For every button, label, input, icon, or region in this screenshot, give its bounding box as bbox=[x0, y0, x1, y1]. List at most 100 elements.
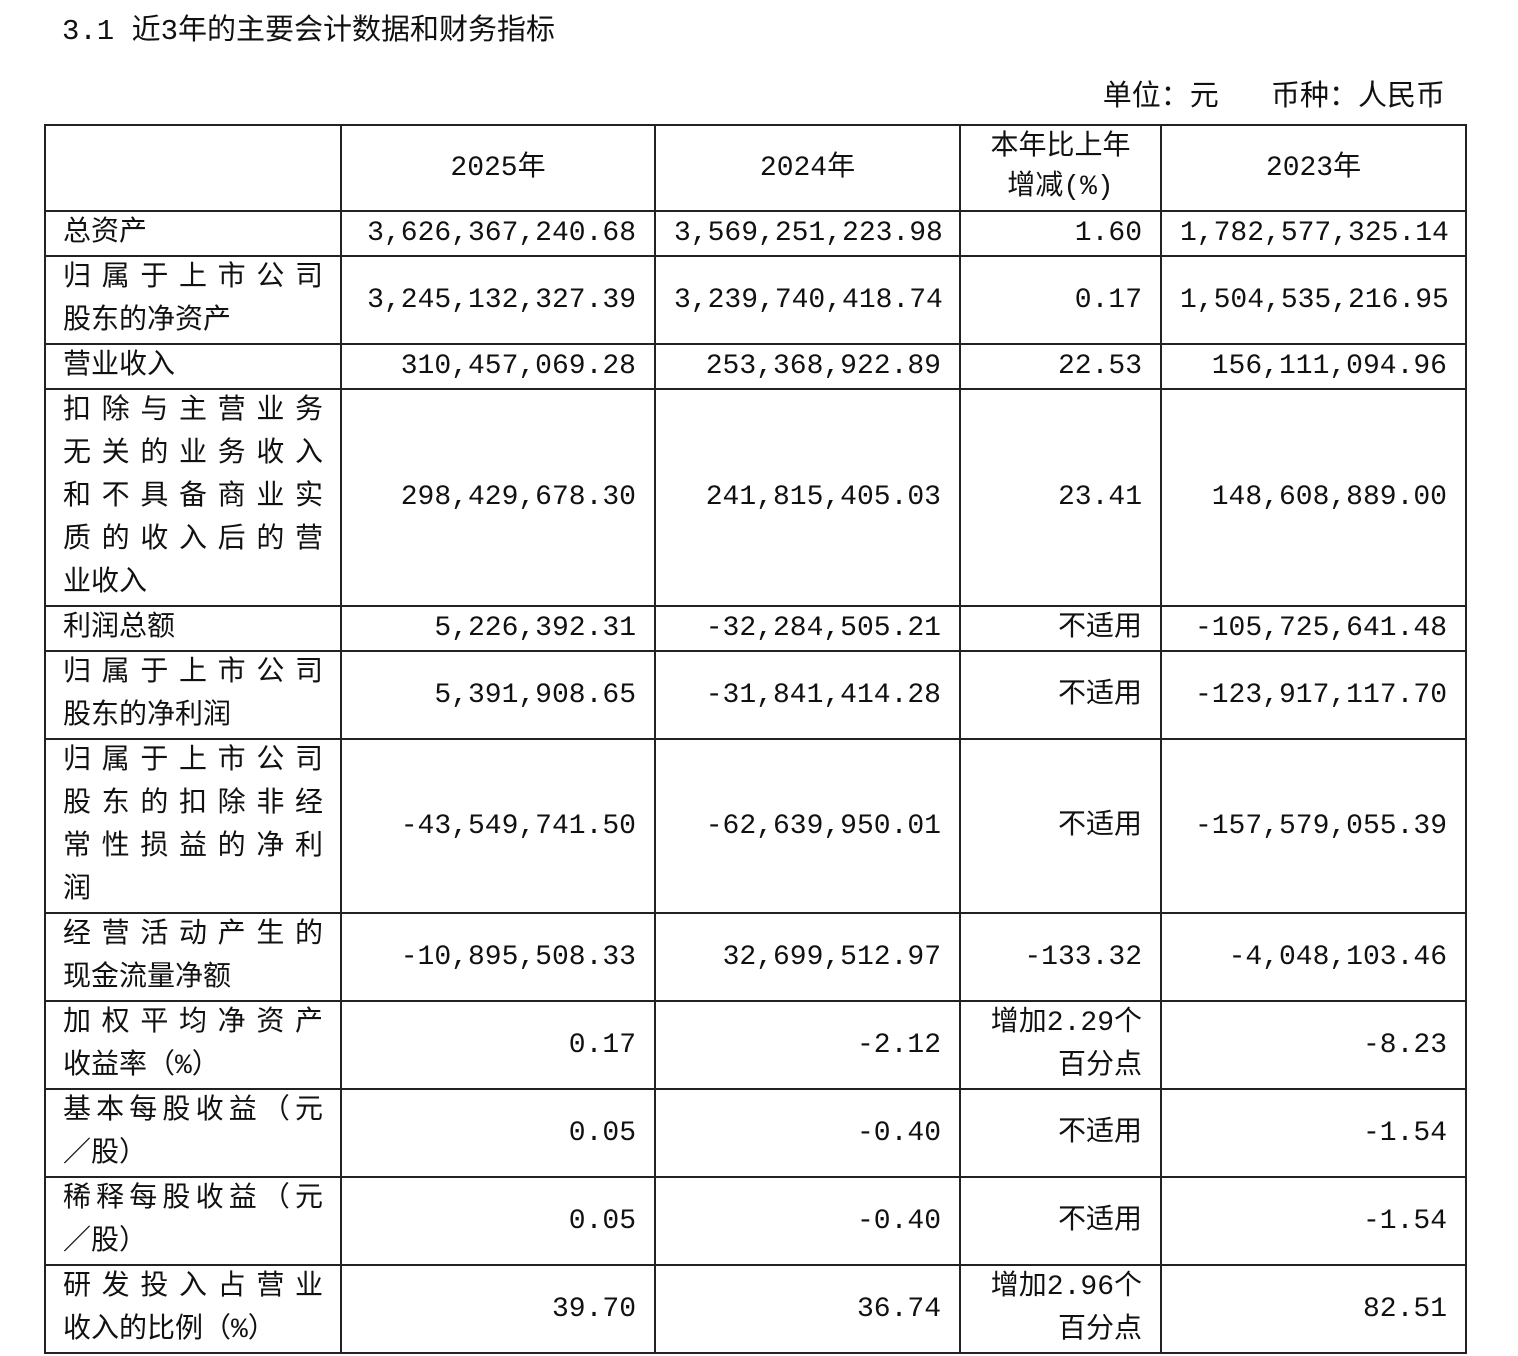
value-2024: 241,815,405.03 bbox=[654, 388, 961, 607]
row-label-line: 现金流量净额 bbox=[63, 963, 232, 994]
row-label: 归属于上市公司 股东的净利润 bbox=[44, 650, 342, 740]
header-item bbox=[44, 124, 342, 212]
value-change-pct: 22.53 bbox=[959, 343, 1162, 390]
table-row: 扣除与主营业务 无关的业务收入 和不具备商业实 质的收入后的营 业收入 298,429,6… bbox=[44, 388, 1467, 607]
header-2023: 2023年 bbox=[1160, 124, 1467, 212]
row-label: 经营活动产生的 现金流量净额 bbox=[44, 912, 342, 1002]
row-label-line: ／股） bbox=[63, 1139, 148, 1170]
row-label: 基本每股收益（元 ／股） bbox=[44, 1088, 342, 1178]
row-label-line: 收入的比例（%） bbox=[63, 1315, 276, 1346]
row-label-line: ／股） bbox=[63, 1227, 148, 1258]
row-label-line: 润 bbox=[63, 875, 92, 906]
value-2024: -31,841,414.28 bbox=[654, 650, 961, 740]
table-row: 加权平均净资产 收益率（%） 0.17 -2.12 增加2.29个 百分点 -8.23 bbox=[44, 1000, 1467, 1090]
value-2023: 148,608,889.00 bbox=[1160, 388, 1467, 607]
row-label-line: 利润总额 bbox=[63, 613, 176, 644]
value-2023: -105,725,641.48 bbox=[1160, 605, 1467, 652]
value-2023: 1,782,577,325.14 bbox=[1160, 210, 1467, 257]
value-change-pct: 不适用 bbox=[959, 1176, 1162, 1266]
value-2024: -62,639,950.01 bbox=[654, 738, 961, 914]
value-2024: -0.40 bbox=[654, 1176, 961, 1266]
table-row: 基本每股收益（元 ／股） 0.05 -0.40 不适用 -1.54 bbox=[44, 1088, 1467, 1178]
value-2023: 1,504,535,216.95 bbox=[1160, 255, 1467, 345]
row-label: 营业收入 bbox=[44, 343, 342, 390]
table-row: 总资产 3,626,367,240.68 3,569,251,223.98 1.60 1… bbox=[44, 210, 1467, 257]
value-change-pct: 23.41 bbox=[959, 388, 1162, 607]
value-2023: -8.23 bbox=[1160, 1000, 1467, 1090]
row-label-line: 质的收入后的营 bbox=[63, 525, 323, 556]
value-2024: -32,284,505.21 bbox=[654, 605, 961, 652]
value-change-pct: 不适用 bbox=[959, 605, 1162, 652]
value-2023: -1.54 bbox=[1160, 1176, 1467, 1266]
value-2023: -4,048,103.46 bbox=[1160, 912, 1467, 1002]
header-change-pct: 本年比上年 增减(%) bbox=[959, 124, 1162, 212]
row-label: 总资产 bbox=[44, 210, 342, 257]
value-change-pct: 增加2.29个 百分点 bbox=[959, 1000, 1162, 1090]
value-2024: -2.12 bbox=[654, 1000, 961, 1090]
value-2023: 82.51 bbox=[1160, 1264, 1467, 1354]
row-label-line: 和不具备商业实 bbox=[63, 482, 323, 513]
section-title: 3.1 近3年的主要会计数据和财务指标 bbox=[62, 15, 556, 48]
table-row: 归属于上市公司 股东的净利润 5,391,908.65 -31,841,414.28 不… bbox=[44, 650, 1467, 740]
unit-currency-note: 单位：元 币种：人民币 bbox=[1102, 81, 1445, 114]
table-row: 营业收入 310,457,069.28 253,368,922.89 22.53 156… bbox=[44, 343, 1467, 390]
value-2025: 5,391,908.65 bbox=[340, 650, 656, 740]
row-label-line: 总资产 bbox=[63, 218, 148, 249]
value-change-pct: 不适用 bbox=[959, 650, 1162, 740]
table-row: 归属于上市公司 股东的净资产 3,245,132,327.39 3,239,740,4… bbox=[44, 255, 1467, 345]
value-2025: -10,895,508.33 bbox=[340, 912, 656, 1002]
row-label-line: 扣除与主营业务 bbox=[63, 396, 323, 427]
value-change-pct: 1.60 bbox=[959, 210, 1162, 257]
value-2025: 39.70 bbox=[340, 1264, 656, 1354]
value-2023: -1.54 bbox=[1160, 1088, 1467, 1178]
table-row: 经营活动产生的 现金流量净额 -10,895,508.33 32,699,512.97… bbox=[44, 912, 1467, 1002]
row-label-line: 归属于上市公司 bbox=[63, 263, 323, 294]
value-2024: 3,239,740,418.74 bbox=[654, 255, 961, 345]
table-row: 利润总额 5,226,392.31 -32,284,505.21 不适用 -105,72… bbox=[44, 605, 1467, 652]
row-label: 归属于上市公司 股东的净资产 bbox=[44, 255, 342, 345]
value-2025: 0.05 bbox=[340, 1088, 656, 1178]
value-2024: 36.74 bbox=[654, 1264, 961, 1354]
row-label-line: 业收入 bbox=[63, 568, 148, 599]
row-label-line: 股东的净资产 bbox=[63, 306, 232, 337]
value-2023: -157,579,055.39 bbox=[1160, 738, 1467, 914]
row-label-line: 股东的净利润 bbox=[63, 701, 232, 732]
table-row: 研发投入占营业 收入的比例（%） 39.70 36.74 增加2.96个 百分点 82.5… bbox=[44, 1264, 1467, 1354]
row-label: 稀释每股收益（元 ／股） bbox=[44, 1176, 342, 1266]
row-label: 利润总额 bbox=[44, 605, 342, 652]
row-label-line: 经营活动产生的 bbox=[63, 920, 323, 951]
value-2025: -43,549,741.50 bbox=[340, 738, 656, 914]
row-label-line: 营业收入 bbox=[63, 351, 176, 382]
row-label-line: 无关的业务收入 bbox=[63, 439, 323, 470]
row-label-line: 常性损益的净利 bbox=[63, 832, 323, 863]
value-2025: 0.17 bbox=[340, 1000, 656, 1090]
row-label: 归属于上市公司 股东的扣除非经 常性损益的净利润 bbox=[44, 738, 342, 914]
value-2024: -0.40 bbox=[654, 1088, 961, 1178]
row-label-line: 研发投入占营业 bbox=[63, 1272, 323, 1303]
table-header-row: 2025年 2024年 本年比上年 增减(%) 2023年 bbox=[44, 124, 1467, 212]
table-row: 稀释每股收益（元 ／股） 0.05 -0.40 不适用 -1.54 bbox=[44, 1176, 1467, 1266]
row-label-line: 加权平均净资产 bbox=[63, 1008, 323, 1039]
value-2023: 156,111,094.96 bbox=[1160, 343, 1467, 390]
header-2024: 2024年 bbox=[654, 124, 961, 212]
financial-indicators-table: 2025年 2024年 本年比上年 增减(%) 2023年 总资产 3,626,3… bbox=[44, 124, 1467, 1354]
row-label-line: 股东的扣除非经 bbox=[63, 789, 323, 820]
row-label-line: 归属于上市公司 bbox=[63, 746, 323, 777]
value-change-pct: -133.32 bbox=[959, 912, 1162, 1002]
value-2025: 3,626,367,240.68 bbox=[340, 210, 656, 257]
value-change-pct: 增加2.96个 百分点 bbox=[959, 1264, 1162, 1354]
value-change-pct: 不适用 bbox=[959, 738, 1162, 914]
row-label-line: 收益率（%） bbox=[63, 1051, 220, 1082]
value-2024: 3,569,251,223.98 bbox=[654, 210, 961, 257]
row-label-line: 归属于上市公司 bbox=[63, 658, 323, 689]
value-change-pct: 0.17 bbox=[959, 255, 1162, 345]
value-2025: 298,429,678.30 bbox=[340, 388, 656, 607]
row-label: 扣除与主营业务 无关的业务收入 和不具备商业实 质的收入后的营 业收入 bbox=[44, 388, 342, 607]
header-2025: 2025年 bbox=[340, 124, 656, 212]
value-2025: 0.05 bbox=[340, 1176, 656, 1266]
row-label: 加权平均净资产 收益率（%） bbox=[44, 1000, 342, 1090]
value-2024: 253,368,922.89 bbox=[654, 343, 961, 390]
row-label-line: 基本每股收益（元 bbox=[63, 1096, 323, 1127]
row-label: 研发投入占营业 收入的比例（%） bbox=[44, 1264, 342, 1354]
value-2025: 5,226,392.31 bbox=[340, 605, 656, 652]
